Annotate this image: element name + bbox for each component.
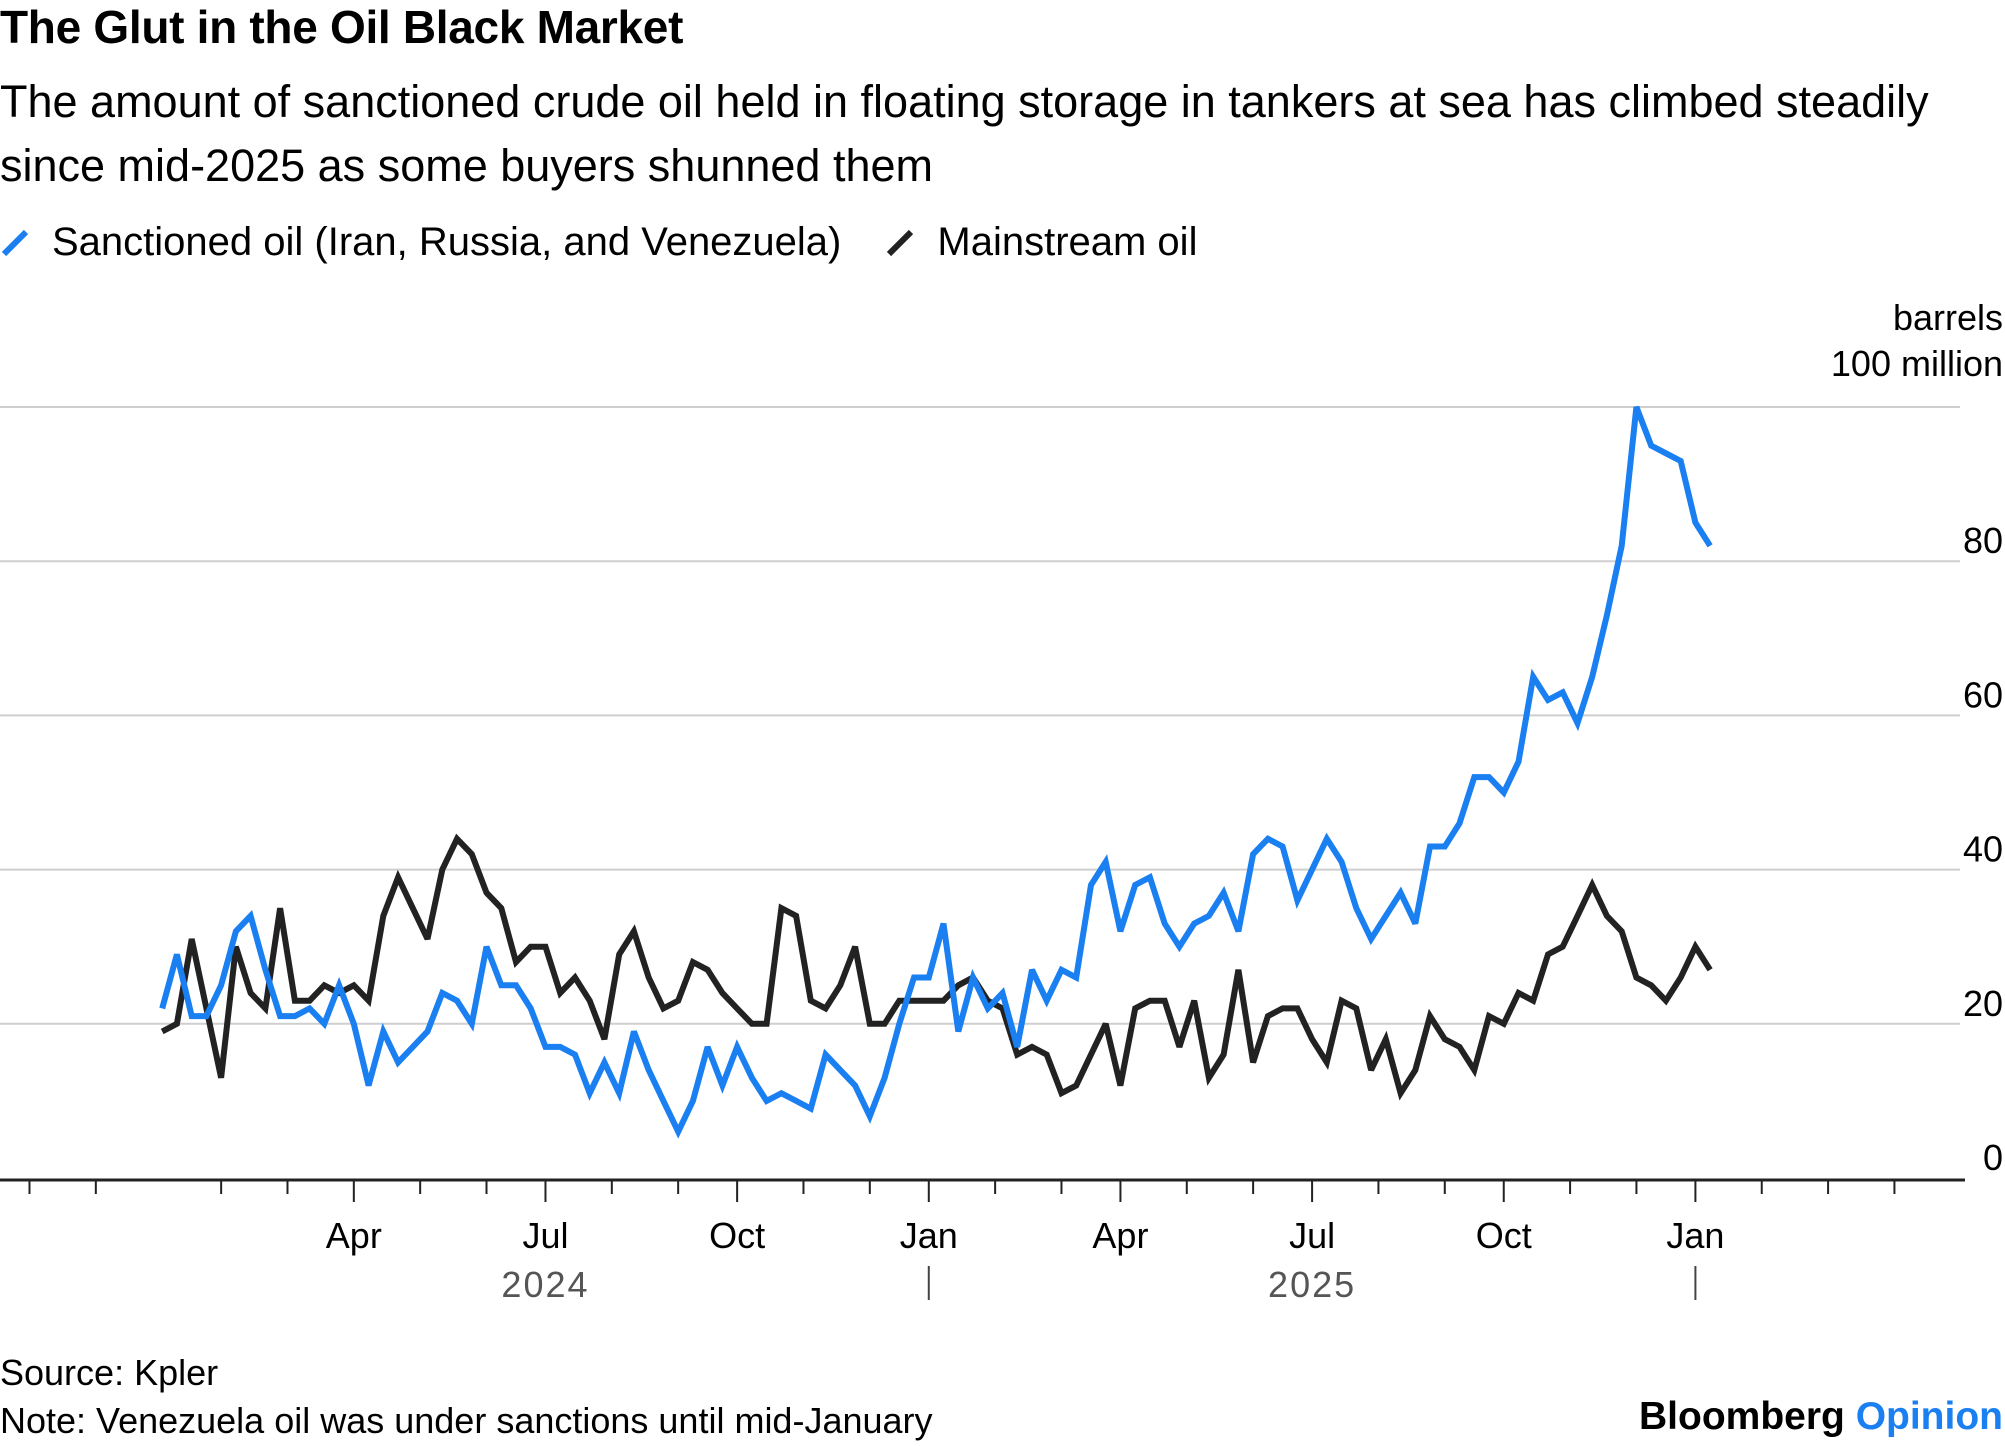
y-tick-label-0: 0 xyxy=(1983,1137,2003,1178)
y-tick-label-40: 40 xyxy=(1963,829,2003,870)
month-label-6: Oct xyxy=(1476,1215,1532,1256)
y-axis-label-line2: 100 million xyxy=(1831,343,2003,384)
footnote: Note: Venezuela oil was under sanctions … xyxy=(0,1400,933,1441)
chart-legend: Sanctioned oil (Iran, Russia, and Venezu… xyxy=(0,220,1241,265)
legend-swatch-sanctioned xyxy=(1,229,29,256)
series-lines xyxy=(159,405,1713,1139)
legend-label-sanctioned: Sanctioned oil (Iran, Russia, and Venezu… xyxy=(52,220,842,264)
legend-item-mainstream: Mainstream oil xyxy=(885,220,1197,265)
line-chart: barrels 100 million 0 20 40 60 80 Apr Jul Oct J… xyxy=(0,297,2003,1305)
month-label-3: Jan xyxy=(900,1215,958,1256)
legend-label-mainstream: Mainstream oil xyxy=(937,220,1198,264)
y-axis-label-line1: barrels xyxy=(1893,297,2003,338)
series-line-mainstream xyxy=(160,833,1713,1101)
month-label-7: Jan xyxy=(1666,1215,1724,1256)
x-axis: Apr Jul Oct Jan Apr Jul Oct Jan 2024 2025 xyxy=(0,1178,1965,1305)
chart-subtitle: The amount of sanctioned crude oil held … xyxy=(0,76,1929,191)
y-tick-labels: 0 20 40 60 80 xyxy=(1963,520,2003,1178)
brand-opinion: Opinion xyxy=(1855,1395,2003,1438)
month-label-1: Jul xyxy=(522,1215,568,1256)
source-note: Source: Kpler xyxy=(0,1352,219,1393)
month-label-5: Jul xyxy=(1289,1215,1335,1256)
series-line-sanctioned xyxy=(159,405,1713,1139)
brand-logo: Bloomberg Opinion xyxy=(1639,1395,2003,1439)
legend-swatch-mainstream xyxy=(887,229,914,256)
year-label-2024: 2024 xyxy=(501,1264,589,1305)
y-tick-label-20: 20 xyxy=(1963,983,2003,1024)
month-label-0: Apr xyxy=(326,1215,382,1256)
month-label-4: Apr xyxy=(1092,1215,1148,1256)
legend-item-sanctioned: Sanctioned oil (Iran, Russia, and Venezu… xyxy=(0,220,841,265)
month-label-2: Oct xyxy=(709,1215,765,1256)
brand-bloomberg: Bloomberg xyxy=(1639,1395,1845,1438)
gridlines xyxy=(0,406,1960,1025)
y-tick-label-60: 60 xyxy=(1963,674,2003,715)
chart-title: The Glut in the Oil Black Market xyxy=(0,1,684,53)
y-tick-label-80: 80 xyxy=(1963,520,2003,561)
year-label-2025: 2025 xyxy=(1268,1264,1356,1305)
